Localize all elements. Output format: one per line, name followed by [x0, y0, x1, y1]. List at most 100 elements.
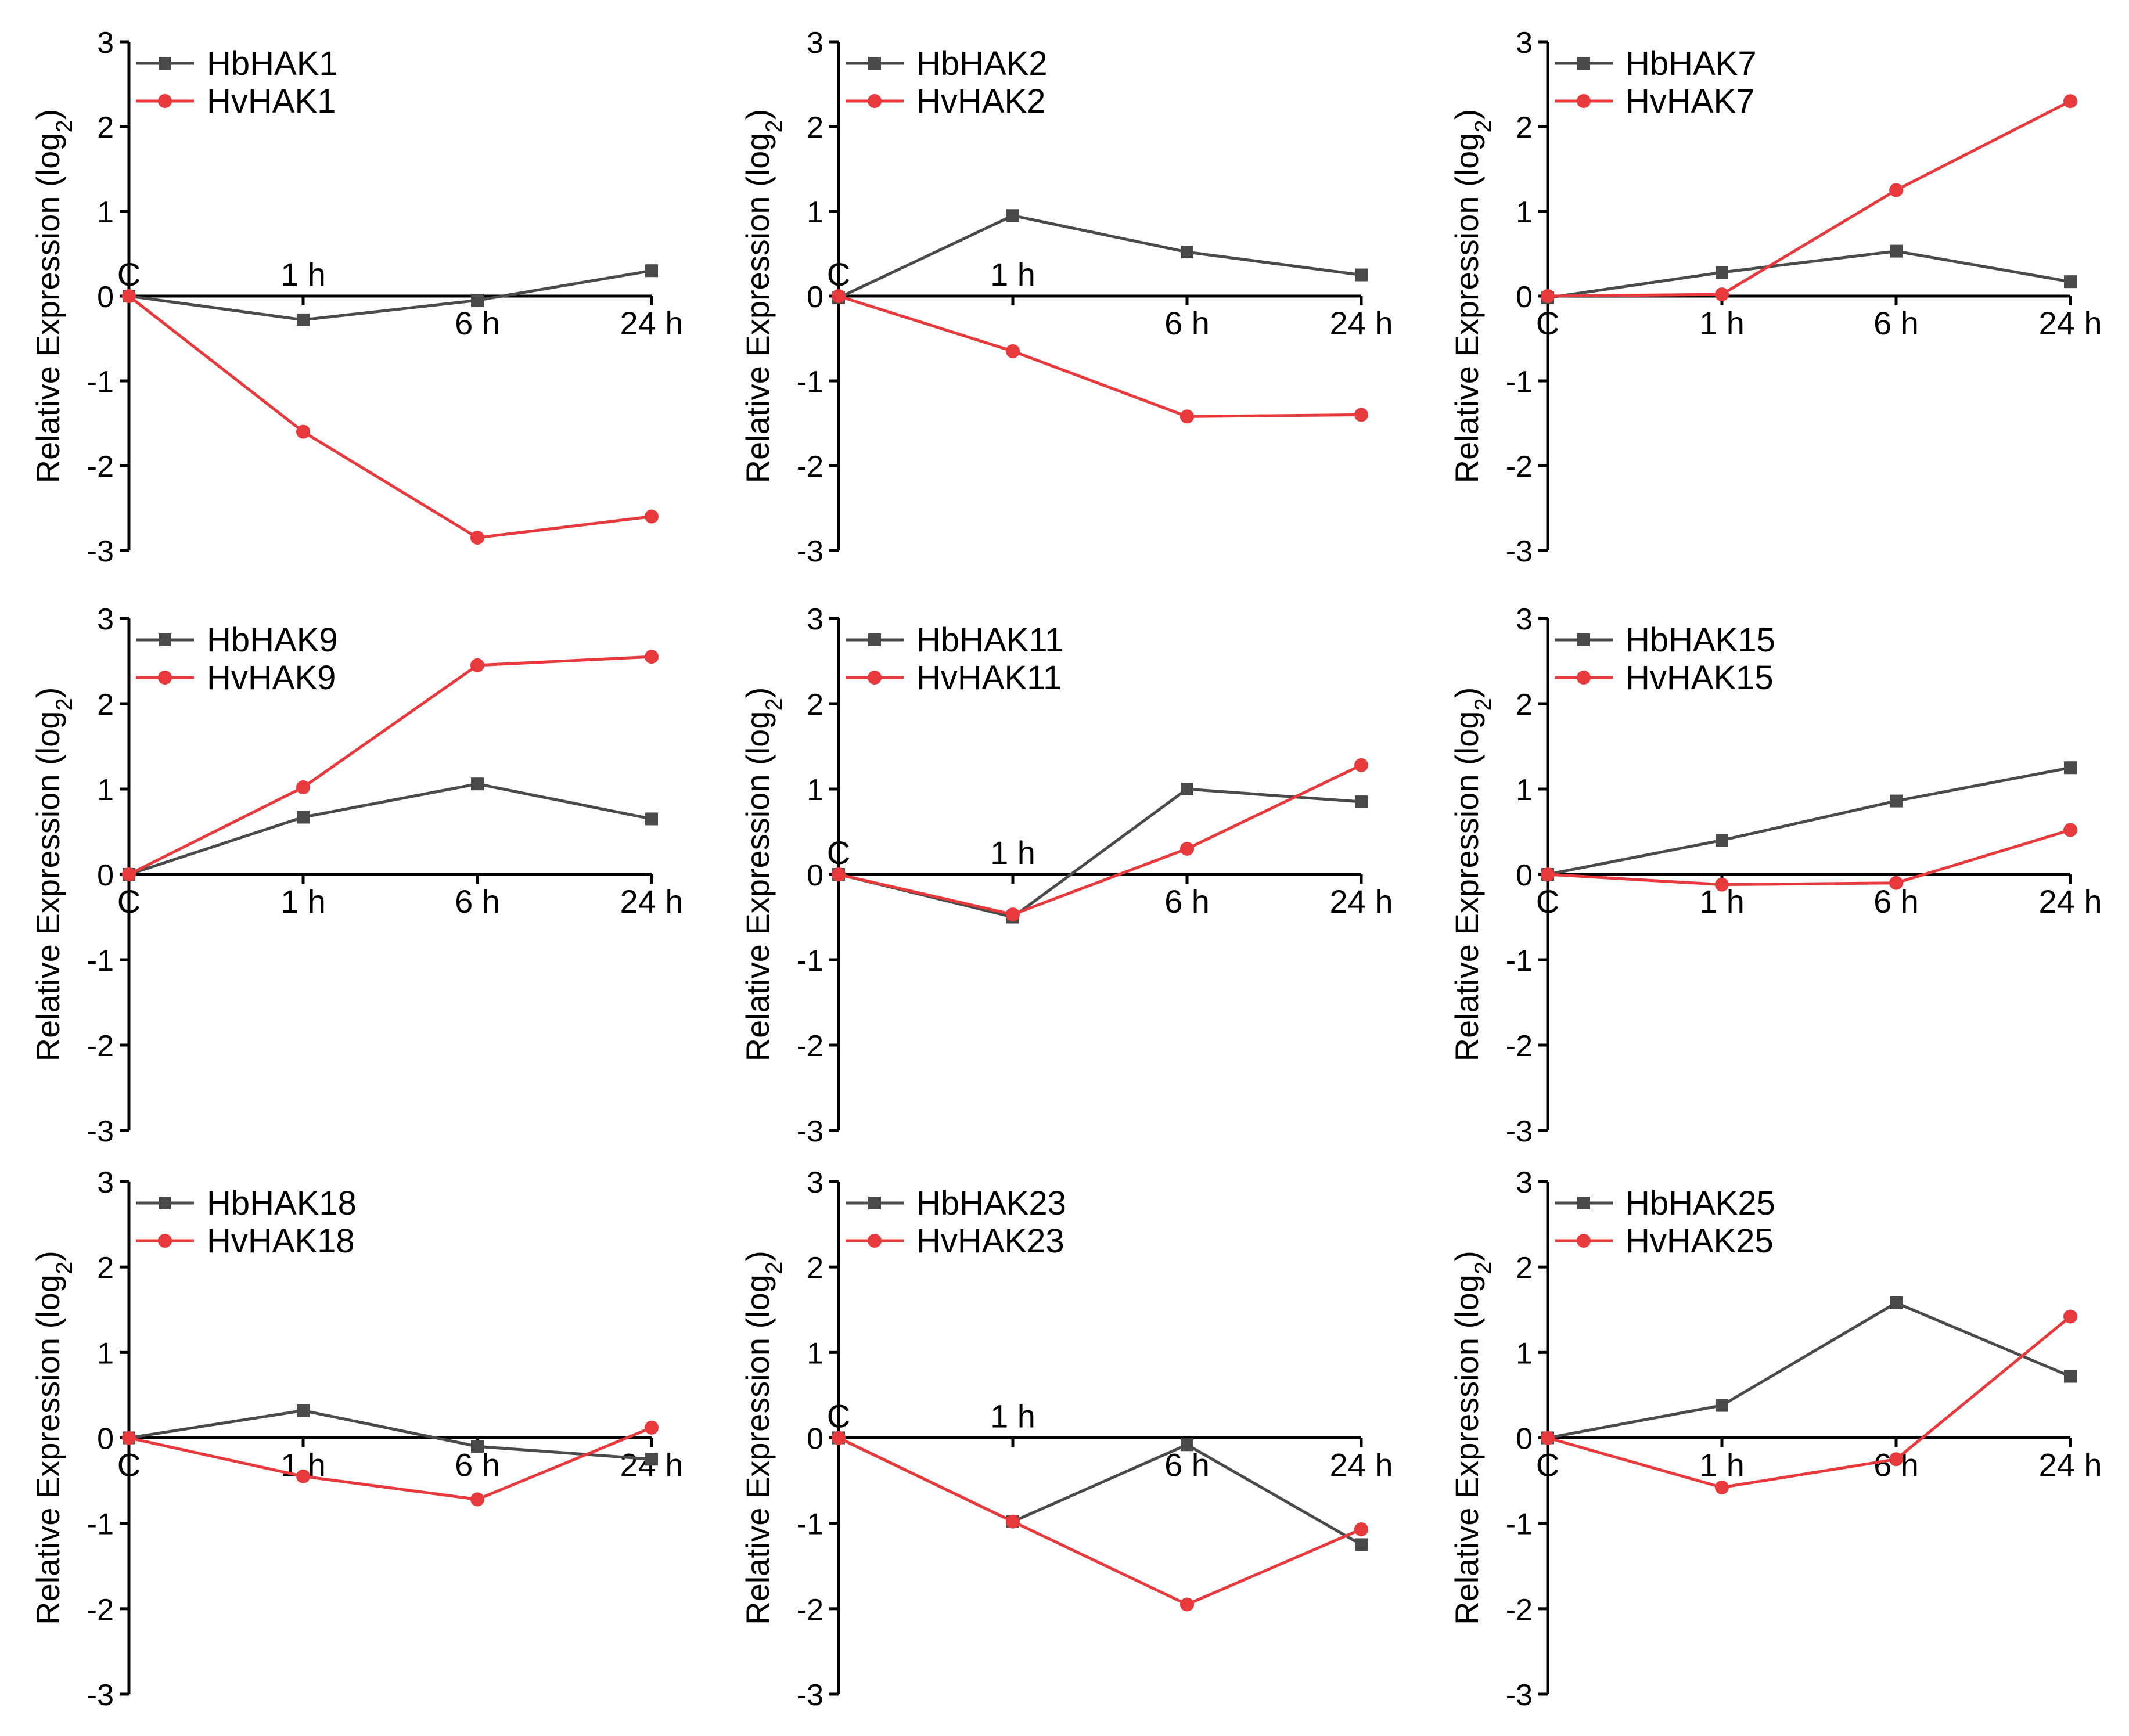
y-axis-title-main: Relative Expression (log — [1448, 1274, 1485, 1625]
data-point-square — [1181, 246, 1193, 259]
y-axis-title: Relative Expression (log2) — [739, 687, 787, 1062]
data-point-square — [297, 1404, 310, 1417]
y-axis-title-close: ) — [1448, 109, 1485, 120]
data-point-square — [1181, 783, 1193, 795]
legend-marker-square — [1577, 57, 1590, 70]
data-point-circle — [1354, 408, 1368, 422]
series-line-hb — [1547, 766, 2071, 876]
y-tick-label: 3 — [97, 1166, 114, 1200]
legend-marker-circle — [868, 671, 882, 685]
y-tick-label: 3 — [97, 603, 114, 636]
legend-marker-square — [868, 1197, 881, 1209]
y-tick-label: -2 — [1506, 1029, 1533, 1063]
category-label: 24 h — [2039, 1447, 2102, 1483]
y-tick-label: -1 — [797, 1508, 823, 1541]
legend-marker-square — [1577, 633, 1590, 646]
legend-label: HbHAK2 — [916, 45, 1048, 82]
legend-label: HvHAK15 — [1625, 659, 1774, 697]
y-axis-title-close: ) — [1448, 687, 1485, 698]
y-tick-label: -3 — [1506, 1679, 1533, 1712]
y-axis-title-sub: 2 — [52, 698, 77, 711]
y-tick-label: -1 — [87, 944, 114, 978]
y-axis-title-main: Relative Expression (log — [739, 133, 776, 484]
legend-marker-circle — [868, 94, 882, 108]
category-label: 6 h — [455, 883, 500, 920]
series-line-hv — [128, 1426, 652, 1501]
y-axis-title-sub: 2 — [761, 698, 787, 711]
y-tick-label: -2 — [797, 450, 823, 484]
y-tick-label: -2 — [1506, 1593, 1533, 1627]
y-axis-title-sub: 2 — [761, 120, 787, 132]
data-point-circle — [1715, 1480, 1729, 1494]
legend-marker-circle — [1577, 1234, 1591, 1248]
y-axis-title-sub: 2 — [761, 1262, 787, 1274]
data-point-circle — [1541, 1431, 1555, 1445]
data-point-circle — [122, 289, 136, 303]
y-tick-label: 0 — [1516, 859, 1533, 892]
data-point-square — [645, 264, 658, 278]
data-point-square — [297, 811, 310, 824]
y-axis-title-close: ) — [30, 1251, 66, 1262]
data-point-square — [1355, 268, 1368, 282]
data-point-square — [2064, 275, 2077, 289]
data-point-circle — [1889, 876, 1903, 890]
y-axis-title-close: ) — [30, 109, 66, 120]
y-tick-label: 0 — [97, 1422, 114, 1456]
y-tick-label: -1 — [1506, 1508, 1533, 1541]
y-axis-title-main: Relative Expression (log — [30, 1274, 66, 1625]
data-point-circle — [832, 289, 846, 303]
data-point-circle — [2063, 1309, 2077, 1324]
y-tick-label: 1 — [1516, 1337, 1533, 1370]
series-line-hv — [838, 763, 1362, 916]
data-point-circle — [1006, 344, 1020, 358]
category-label: C — [1536, 305, 1559, 341]
y-tick-label: -1 — [797, 365, 823, 399]
y-axis-title-main: Relative Expression (log — [739, 1274, 776, 1625]
data-point-square — [1181, 1438, 1193, 1452]
y-axis-title-close: ) — [1448, 1251, 1485, 1262]
category-label: C — [117, 256, 141, 293]
y-tick-label: -3 — [1506, 1115, 1533, 1148]
y-tick-label: -3 — [1506, 535, 1533, 568]
category-label: 6 h — [1164, 305, 1210, 341]
data-point-circle — [2063, 823, 2077, 837]
data-point-circle — [122, 1431, 136, 1445]
data-point-square — [471, 294, 484, 307]
y-tick-label: 0 — [97, 859, 114, 892]
y-tick-label: -3 — [87, 1115, 114, 1148]
category-label: C — [827, 834, 850, 871]
data-point-square — [1006, 209, 1019, 222]
y-tick-label: -1 — [87, 365, 114, 399]
y-tick-label: 0 — [97, 280, 114, 314]
y-axis-title-main: Relative Expression (log — [1448, 133, 1485, 484]
y-tick-label: 1 — [807, 1337, 823, 1370]
category-label: C — [117, 883, 141, 920]
y-axis-title-sub: 2 — [1470, 120, 1496, 132]
data-point-square — [1890, 244, 1903, 258]
y-tick-label: 1 — [97, 1337, 114, 1370]
data-point-square — [1716, 266, 1728, 279]
data-point-circle — [470, 531, 484, 545]
y-tick-label: 0 — [1516, 280, 1533, 314]
y-axis-title-main: Relative Expression (log — [30, 133, 66, 484]
legend-label: HvHAK7 — [1625, 82, 1754, 120]
legend-label: HbHAK15 — [1625, 621, 1775, 659]
y-tick-label: 0 — [807, 280, 823, 314]
y-axis-title-close: ) — [739, 109, 776, 120]
legend-marker-circle — [1577, 671, 1591, 685]
data-point-square — [1355, 795, 1368, 809]
series-line-hb — [128, 782, 652, 876]
series-line-hv — [838, 294, 1362, 418]
category-label: C — [1536, 883, 1559, 920]
y-tick-label: 1 — [807, 773, 823, 807]
data-point-circle — [645, 509, 659, 524]
y-tick-label: -2 — [87, 1593, 114, 1627]
data-point-circle — [1006, 1514, 1020, 1529]
data-point-circle — [1180, 841, 1194, 856]
